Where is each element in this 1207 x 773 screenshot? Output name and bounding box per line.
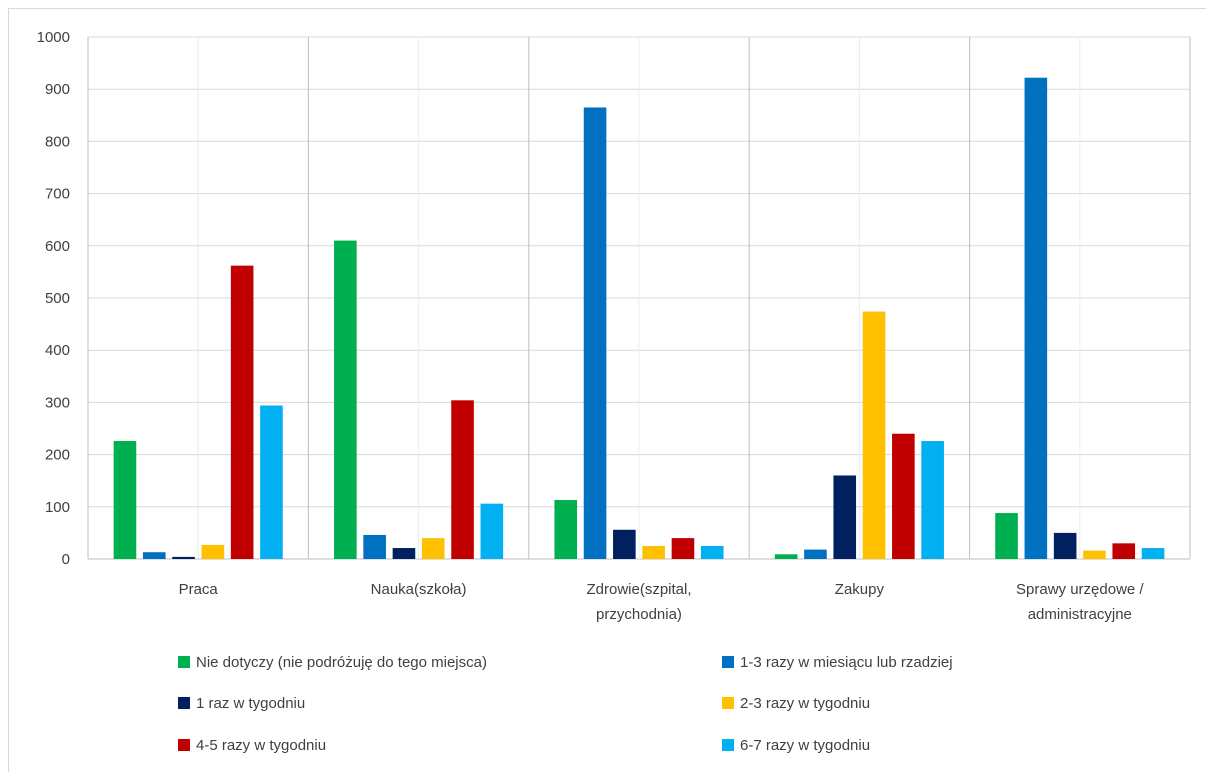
y-tick-label: 700 — [45, 186, 70, 203]
legend-label: Nie dotyczy (nie podróżuję do tego miejs… — [196, 654, 487, 671]
bar-3-5 — [921, 441, 944, 559]
bar-0-5 — [260, 405, 283, 559]
bar-0-2 — [172, 556, 195, 559]
y-tick-label: 400 — [45, 342, 70, 359]
bar-2-2 — [613, 529, 636, 559]
bar-2-4 — [671, 538, 695, 559]
legend-swatch — [722, 656, 734, 668]
bars — [113, 77, 1165, 559]
bar-3-2 — [833, 475, 857, 559]
bar-1-3 — [421, 538, 445, 559]
x-category-label: Nauka(szkoła) — [371, 581, 467, 598]
y-tick-label: 900 — [45, 81, 70, 98]
bar-4-5 — [1141, 548, 1165, 559]
y-tick-label: 200 — [45, 447, 70, 464]
y-tick-label: 600 — [45, 238, 70, 255]
x-category-label-line: Nauka(szkoła) — [371, 581, 467, 598]
y-tick-label: 0 — [62, 551, 70, 568]
gridlines — [88, 36, 1190, 560]
bar-2-0 — [554, 500, 578, 559]
bar-4-2 — [1053, 532, 1077, 559]
legend-swatch — [722, 739, 734, 751]
legend-label: 4-5 razy w tygodniu — [196, 737, 326, 754]
legend-label: 2-3 razy w tygodniu — [740, 695, 870, 712]
bar-1-5 — [480, 503, 504, 559]
bar-1-4 — [451, 400, 474, 559]
x-category-label-line: Zdrowie(szpital, — [586, 581, 691, 598]
x-category-label: Sprawy urzędowe / administracyjne — [1016, 581, 1144, 623]
x-category-label-line: administracyjne — [1028, 606, 1132, 623]
bar-3-1 — [804, 549, 827, 559]
category-separators — [87, 37, 1191, 559]
x-axis-categories: Praca Nauka(szkoła) Zdrowie(szpital, przych… — [179, 581, 1145, 623]
bar-1-2 — [392, 548, 416, 559]
bar-2-5 — [700, 545, 724, 559]
chart-border — [8, 8, 1206, 772]
bar-3-3 — [862, 311, 886, 559]
x-category-label-line: przychodnia) — [596, 606, 682, 623]
y-tick-label: 1000 — [37, 29, 70, 46]
bar-3-4 — [892, 433, 915, 559]
bar-1-1 — [363, 534, 386, 559]
bar-0-3 — [201, 544, 225, 559]
bar-1-0 — [334, 240, 357, 559]
bar-0-1 — [142, 552, 166, 559]
x-category-label: Zdrowie(szpital, przychodnia) — [586, 581, 691, 623]
x-category-label: Zakupy — [835, 581, 885, 598]
legend-swatch — [722, 697, 734, 709]
bar-2-3 — [642, 545, 665, 559]
y-tick-label: 800 — [45, 133, 70, 150]
x-category-label: Praca — [179, 581, 219, 598]
legend-label: 6-7 razy w tygodniu — [740, 737, 870, 754]
bar-4-4 — [1112, 543, 1136, 559]
bar-4-3 — [1083, 550, 1106, 559]
legend-swatch — [178, 739, 190, 751]
legend-label: 1-3 razy w miesiącu lub rzadziej — [740, 654, 953, 671]
bar-4-1 — [1024, 77, 1048, 559]
x-category-label-line: Praca — [179, 581, 219, 598]
y-tick-label: 300 — [45, 394, 70, 411]
legend: Nie dotyczy (nie podróżuję do tego miejs… — [178, 654, 953, 754]
x-category-label-line: Zakupy — [835, 581, 885, 598]
bar-4-0 — [995, 513, 1018, 559]
legend-label: 1 raz w tygodniu — [196, 695, 305, 712]
y-axis-ticks: 0 100 200 300 400 500 600 700 800 900 1000 — [37, 29, 70, 568]
bar-0-4 — [230, 265, 254, 559]
y-tick-label: 100 — [45, 499, 70, 516]
legend-swatch — [178, 697, 190, 709]
legend-swatch — [178, 656, 190, 668]
bar-3-0 — [774, 554, 798, 559]
bar-0-0 — [113, 441, 137, 559]
y-tick-label: 500 — [45, 290, 70, 307]
x-category-label-line: Sprawy urzędowe / — [1016, 581, 1144, 598]
bar-2-1 — [583, 107, 607, 559]
